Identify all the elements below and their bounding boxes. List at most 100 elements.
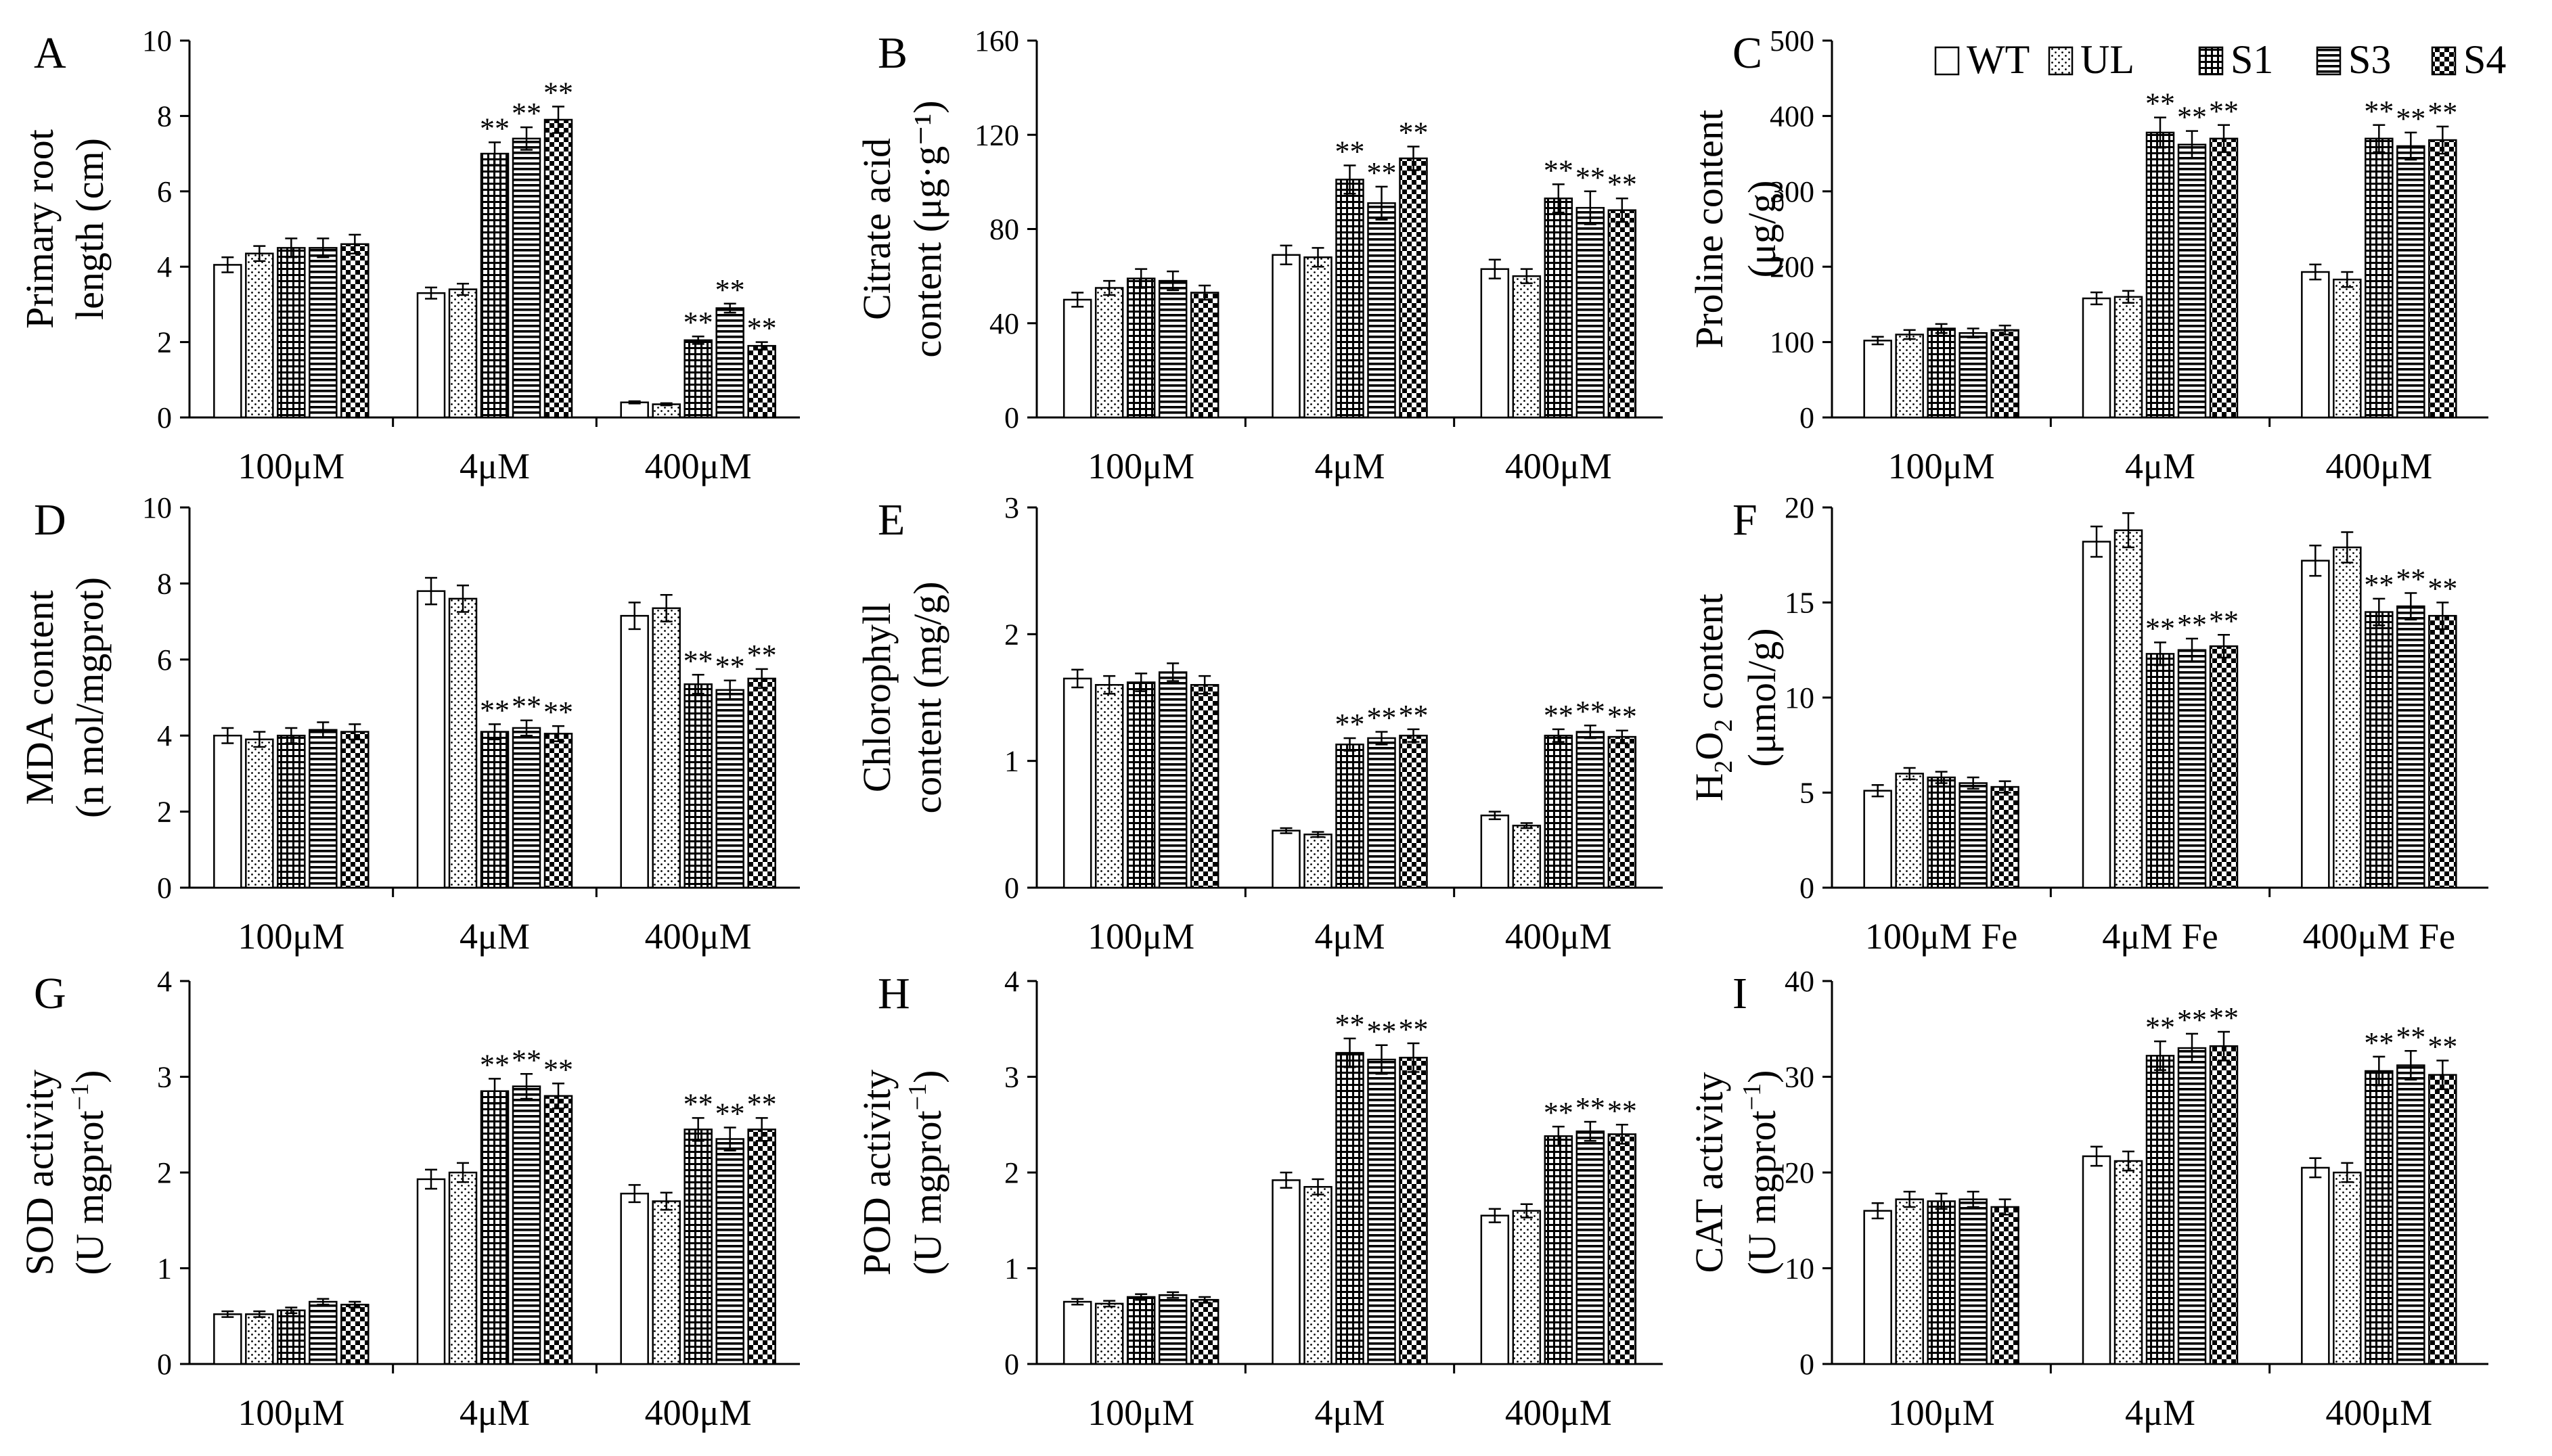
bar-s4 (1190, 684, 1219, 889)
bar-wt (1272, 1179, 1301, 1365)
y-tick-label: 10 (142, 24, 172, 58)
bar-wt (213, 734, 242, 889)
bar-wt (620, 401, 649, 419)
bar-s4 (747, 344, 776, 419)
y-tick-label: 40 (989, 307, 1019, 340)
bar-s1 (1544, 734, 1573, 889)
x-category-label: 100μM (1088, 916, 1194, 957)
significance-label: ** (2209, 95, 2239, 128)
bar-s3 (2396, 145, 2425, 419)
significance-label: ** (2364, 1026, 2394, 1060)
y-axis-label-line2: content (μg·g⁻¹) (905, 100, 949, 357)
bar-s3 (1958, 1198, 1988, 1365)
bar-s3 (1367, 737, 1396, 889)
significance-label: ** (1335, 135, 1365, 168)
y-tick-label: 3 (157, 1061, 172, 1094)
bar-ul (2333, 546, 2362, 889)
bar-wt (213, 1313, 242, 1365)
bar-s3 (1367, 1058, 1396, 1365)
legend-swatch-ul (2048, 46, 2074, 76)
bar-s4 (340, 731, 370, 889)
significance-label: ** (2145, 1011, 2175, 1044)
y-tick-label: 0 (157, 1348, 172, 1381)
bar-s1 (1126, 1296, 1156, 1365)
y-tick-label: 1 (157, 1252, 172, 1286)
x-category-label: 400μM (645, 446, 752, 486)
y-tick-label: 2 (1004, 618, 1019, 651)
bar-s1 (2145, 1055, 2175, 1365)
significance-label: ** (2364, 568, 2394, 601)
bar-s1 (277, 734, 306, 889)
bar-s1 (2145, 653, 2175, 889)
x-category-label: 4μM (1315, 1392, 1385, 1433)
bar-s1 (2365, 611, 2394, 889)
bar-s4 (1399, 734, 1428, 889)
y-tick-label: 0 (1004, 871, 1019, 905)
bar-s4 (1190, 292, 1219, 419)
bar-s3 (512, 727, 541, 889)
bar-ul (245, 738, 274, 889)
significance-label: ** (1367, 156, 1397, 189)
bar-ul (1895, 773, 1924, 889)
bar-s4 (747, 677, 776, 889)
bar-ul (1895, 1198, 1924, 1365)
significance-label: ** (1607, 168, 1637, 201)
bar-wt (416, 292, 446, 419)
x-category-label: 400μM (1505, 916, 1612, 957)
y-tick-label: 0 (1004, 1348, 1019, 1381)
legend-swatch-s3 (2316, 46, 2342, 76)
y-axis-label-line1: Proline content (1687, 110, 1731, 348)
y-tick-label: 300 (1770, 175, 1814, 208)
panel-letter: A (34, 28, 66, 78)
significance-label: ** (1607, 1094, 1637, 1127)
panel-letter: I (1732, 969, 1747, 1018)
significance-label: ** (1399, 1013, 1429, 1046)
significance-label: ** (2427, 1030, 2457, 1063)
y-tick-label: 400 (1770, 99, 1814, 133)
bar-s3 (1575, 206, 1605, 419)
bar-s4 (1607, 1133, 1637, 1365)
y-tick-label: 6 (157, 643, 172, 677)
legend: WT UL S1 S3 S4 (1934, 37, 2506, 82)
bar-s4 (1399, 157, 1428, 419)
significance-label: ** (747, 1087, 777, 1120)
bar-s3 (715, 689, 744, 889)
bar-s3 (1158, 279, 1188, 419)
legend-label-ul: UL (2080, 37, 2134, 82)
bar-ul (1895, 334, 1924, 419)
bar-ul (1303, 834, 1333, 889)
bar-s3 (1958, 332, 1988, 419)
bar-s1 (480, 1090, 510, 1365)
y-tick-label: 3 (1004, 1061, 1019, 1094)
bar-ul (448, 1171, 478, 1365)
bar-s1 (480, 731, 510, 889)
bar-s1 (1126, 681, 1156, 889)
panel-letter: D (34, 495, 66, 545)
x-category-label: 100μM (1888, 446, 1995, 486)
bar-s4 (1607, 735, 1637, 889)
bar-s3 (1575, 731, 1605, 889)
bar-s4 (1190, 1298, 1219, 1365)
bar-ul (1303, 256, 1333, 419)
bar-wt (1062, 1300, 1092, 1365)
panel-letter: B (878, 28, 908, 78)
y-tick-label: 10 (142, 491, 172, 524)
bar-wt (1863, 340, 1892, 419)
bar-s3 (309, 247, 338, 419)
significance-label: ** (2209, 604, 2239, 637)
y-tick-label: 0 (157, 401, 172, 434)
x-category-label: 100μM (1088, 1392, 1194, 1433)
x-category-label: 400μM (645, 1392, 752, 1433)
bar-s4 (1990, 786, 2019, 889)
y-axis-label-line1: POD activity (855, 1070, 899, 1275)
bar-s3 (2396, 605, 2425, 889)
bar-s3 (715, 1138, 744, 1365)
bar-s1 (684, 1129, 713, 1365)
legend-swatch-wt (1934, 46, 1960, 76)
